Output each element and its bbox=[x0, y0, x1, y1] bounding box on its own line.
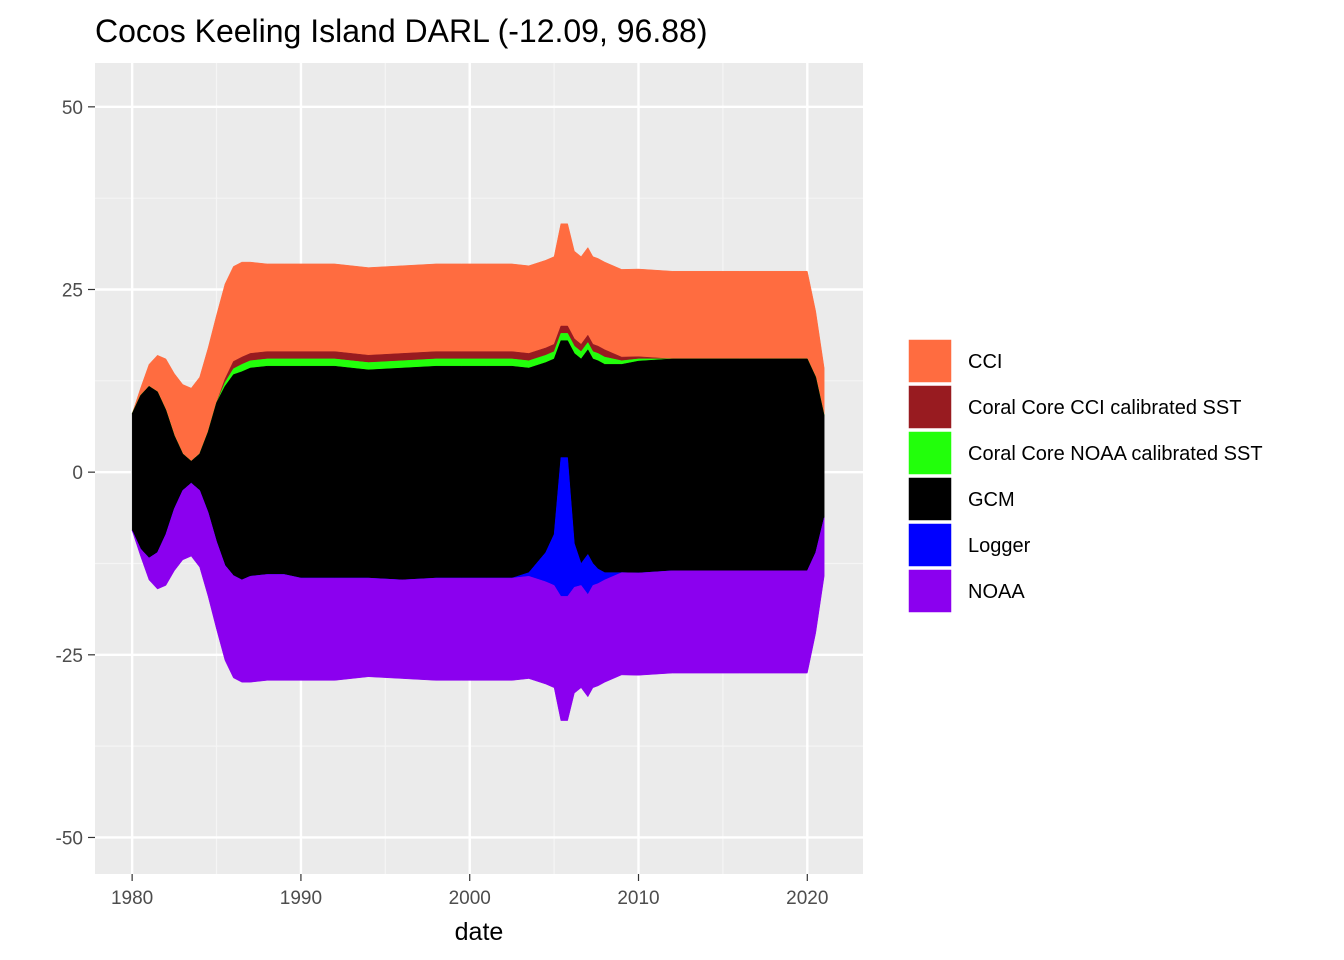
chart-title: Cocos Keeling Island DARL (-12.09, 96.88… bbox=[95, 13, 707, 49]
legend-key-noaa bbox=[907, 568, 953, 614]
legend-label-noaa: NOAA bbox=[968, 581, 1025, 603]
x-axis: 1980 1990 2000 2010 2020 bbox=[111, 874, 828, 909]
legend-label-cci: CCI bbox=[968, 351, 1002, 373]
y-tick-label: 50 bbox=[62, 98, 83, 119]
stream-areas bbox=[131, 223, 825, 721]
area-noaa bbox=[131, 482, 825, 721]
legend-key-coral-core-cci-calibrated-sst bbox=[907, 384, 953, 430]
y-tick-label: 0 bbox=[72, 463, 83, 484]
x-tick-label: 1980 bbox=[111, 888, 153, 909]
legend-label-coral-core-noaa-calibrated-sst: Coral Core NOAA calibrated SST bbox=[968, 443, 1263, 465]
y-tick-label: 25 bbox=[62, 280, 83, 301]
legend-label-logger: Logger bbox=[968, 535, 1031, 557]
legend-key-logger bbox=[907, 522, 953, 568]
legend-label-gcm: GCM bbox=[968, 489, 1015, 511]
x-axis-title: date bbox=[455, 918, 504, 946]
legend-key-coral-core-noaa-calibrated-sst bbox=[907, 430, 953, 476]
legend: CCI Coral Core CCI calibrated SST Coral Co… bbox=[907, 338, 1263, 614]
x-tick-label: 2000 bbox=[449, 888, 491, 909]
area-gcm bbox=[131, 340, 825, 581]
y-axis: -50 -25 0 25 50 bbox=[56, 98, 95, 849]
y-tick-label: -50 bbox=[56, 828, 83, 849]
legend-label-coral-core-cci-calibrated-sst: Coral Core CCI calibrated SST bbox=[968, 397, 1241, 419]
legend-key-gcm bbox=[907, 476, 953, 522]
x-tick-label: 2020 bbox=[786, 888, 828, 909]
y-tick-label: -25 bbox=[56, 646, 83, 667]
legend-key-cci bbox=[907, 338, 953, 384]
x-tick-label: 2010 bbox=[617, 888, 659, 909]
x-tick-label: 1990 bbox=[280, 888, 322, 909]
